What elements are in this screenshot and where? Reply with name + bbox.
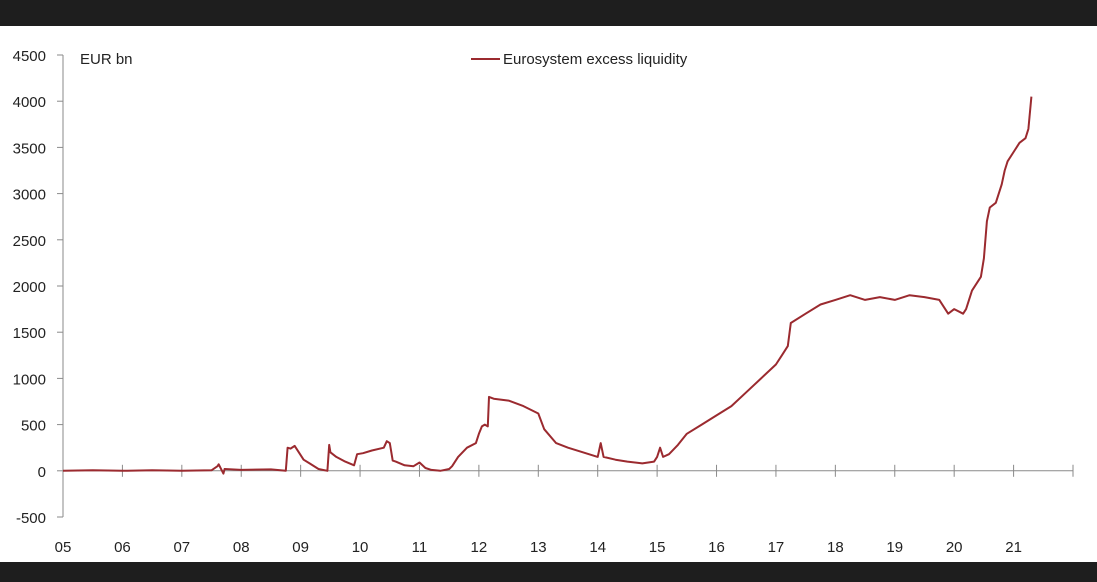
y-tick-label: 4500 <box>13 48 46 65</box>
x-tick-label: 19 <box>886 539 903 556</box>
y-tick-label: 1000 <box>13 371 46 388</box>
y-tick-label: 0 <box>38 464 46 481</box>
y-tick-label: 2500 <box>13 233 46 250</box>
y-tick-label: 3500 <box>13 140 46 157</box>
x-tick-label: 14 <box>589 539 606 556</box>
x-tick-label: 09 <box>292 539 309 556</box>
y-tick-label: 4000 <box>13 94 46 111</box>
x-tick-label: 16 <box>708 539 725 556</box>
y-tick-label: 2000 <box>13 279 46 296</box>
series-layer <box>62 96 1033 475</box>
x-tick-label: 06 <box>114 539 131 556</box>
x-tick-label: 21 <box>1005 539 1022 556</box>
x-tick-label: 08 <box>233 539 250 556</box>
line-chart: -500 0 500 1000 1500 2000 2500 3000 3500 4000 4500… <box>13 48 1074 556</box>
x-tick-label: 12 <box>471 539 488 556</box>
x-tick-label: 18 <box>827 539 844 556</box>
y-tick-label: -500 <box>16 510 46 527</box>
x-tick-label: 07 <box>173 539 190 556</box>
x-tick-label: 15 <box>649 539 666 556</box>
y-tick-label: 500 <box>21 418 46 435</box>
y-axis: -500 0 500 1000 1500 2000 2500 3000 3500 4000 4500 <box>13 48 64 527</box>
legend-label: Eurosystem excess liquidity <box>503 51 688 68</box>
x-tick-label: 20 <box>946 539 963 556</box>
series-line <box>62 96 1033 475</box>
x-tick-label: 10 <box>352 539 369 556</box>
x-tick-label: 13 <box>530 539 547 556</box>
x-axis: 05 06 07 08 09 10 11 12 13 14 15 16 17 18 19 20 21 <box>55 464 1074 556</box>
x-tick-label: 05 <box>55 539 72 556</box>
x-tick-label: 17 <box>768 539 785 556</box>
legend: Eurosystem excess liquidity <box>471 51 688 68</box>
y-tick-label: 1500 <box>13 325 46 342</box>
y-axis-unit-label: EUR bn <box>80 51 133 68</box>
x-tick-label: 11 <box>412 539 428 556</box>
chart-panel: -500 0 500 1000 1500 2000 2500 3000 3500 4000 4500… <box>0 26 1097 562</box>
y-tick-label: 3000 <box>13 187 46 204</box>
